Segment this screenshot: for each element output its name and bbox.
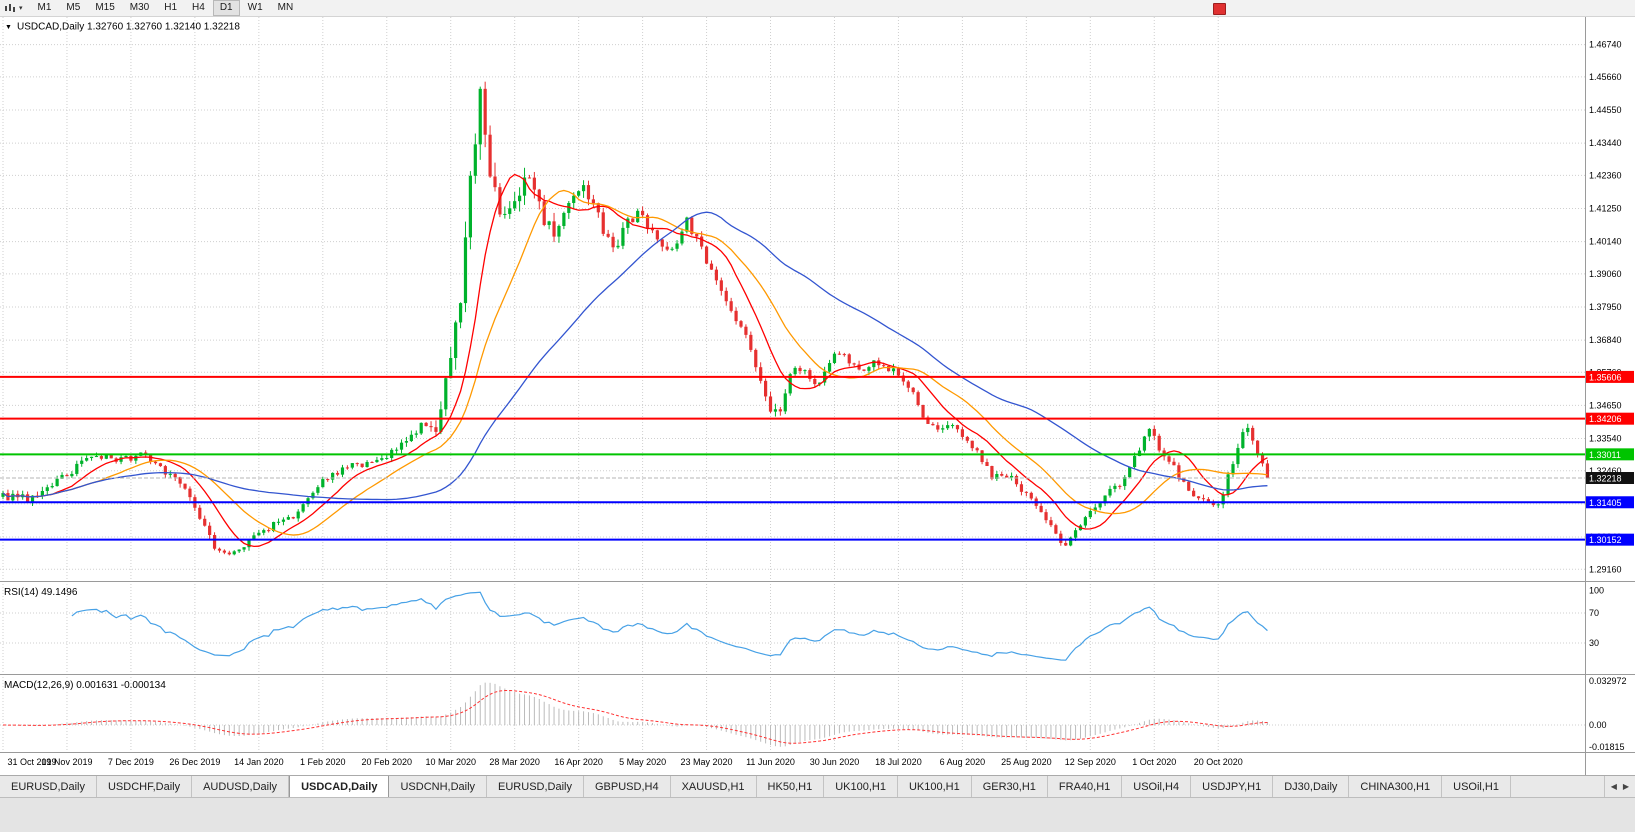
timeframe-button-m15[interactable]: M15 — [95, 2, 115, 13]
chart-tab-usdcnh-daily[interactable]: USDCNH,Daily — [389, 776, 488, 797]
svg-text:1.33540: 1.33540 — [1589, 434, 1622, 444]
chart-tab-eurusd-daily[interactable]: EURUSD,Daily — [487, 776, 584, 797]
svg-text:18 Jul 2020: 18 Jul 2020 — [875, 757, 922, 767]
svg-text:1.29160: 1.29160 — [1589, 564, 1622, 574]
svg-text:70: 70 — [1589, 608, 1599, 618]
macd-indicator-label: MACD(12,26,9) 0.001631 -0.000134 — [4, 680, 166, 691]
chart-tab-china300-h1[interactable]: CHINA300,H1 — [1349, 776, 1443, 797]
svg-text:31 Oct 2019: 31 Oct 2019 — [7, 757, 56, 767]
svg-text:5 May 2020: 5 May 2020 — [619, 757, 666, 767]
timeframe-button-group: M1 M5 M15 M30 H1 H4 D1 W1 MN — [31, 0, 301, 16]
timeframe-button-mn[interactable]: MN — [277, 2, 294, 13]
chart-tab-audusd-daily[interactable]: AUDUSD,Daily — [192, 776, 290, 797]
rsi-indicator-label: RSI(14) 49.1496 — [4, 587, 78, 598]
timeframe-button-h4[interactable]: H4 — [192, 2, 205, 13]
svg-text:1.39060: 1.39060 — [1589, 269, 1622, 279]
svg-text:1.44550: 1.44550 — [1589, 105, 1622, 115]
window-bottom-strip — [0, 797, 1635, 832]
svg-text:1.40140: 1.40140 — [1589, 237, 1622, 247]
svg-text:28 Mar 2020: 28 Mar 2020 — [489, 757, 540, 767]
svg-text:25 Aug 2020: 25 Aug 2020 — [1001, 757, 1052, 767]
timeframe-button-m1[interactable]: M1 — [37, 2, 52, 13]
chart-tab-fra40-h1[interactable]: FRA40,H1 — [1047, 776, 1123, 797]
svg-text:1.45660: 1.45660 — [1589, 72, 1622, 82]
svg-text:1.33011: 1.33011 — [1589, 450, 1621, 460]
timeframe-button-h1[interactable]: H1 — [164, 2, 178, 13]
svg-text:23 May 2020: 23 May 2020 — [681, 757, 733, 767]
chart-tab-xauusd-h1[interactable]: XAUUSD,H1 — [670, 776, 757, 797]
timeframe-button-w1[interactable]: W1 — [247, 2, 263, 13]
svg-text:100: 100 — [1589, 586, 1604, 596]
chart-tabs: EURUSD,Daily USDCHF,Daily AUDUSD,Daily USDC… — [0, 776, 1604, 797]
timeframe-button-m30[interactable]: M30 — [129, 2, 150, 13]
chart-tab-usdjpy-h1[interactable]: USDJPY,H1 — [1191, 776, 1274, 797]
svg-text:1.43440: 1.43440 — [1589, 138, 1622, 148]
svg-text:1.41250: 1.41250 — [1589, 203, 1622, 213]
svg-text:1.42360: 1.42360 — [1589, 170, 1622, 180]
svg-text:14 Jan 2020: 14 Jan 2020 — [234, 757, 284, 767]
svg-text:30 Jun 2020: 30 Jun 2020 — [810, 757, 860, 767]
svg-text:1.46740: 1.46740 — [1589, 40, 1622, 50]
chart-tab-uk100-h1[interactable]: UK100,H1 — [897, 776, 972, 797]
chart-tab-usoil-h1[interactable]: USOil,H1 — [1442, 776, 1511, 797]
svg-text:7 Dec 2019: 7 Dec 2019 — [108, 757, 154, 767]
svg-text:26 Dec 2019: 26 Dec 2019 — [169, 757, 220, 767]
chart-window: 31 Oct 2019 19 Nov 2019 7 Dec 2019 26 Dec 2… — [0, 17, 1635, 775]
svg-text:1.32218: 1.32218 — [1589, 474, 1622, 484]
svg-text:1.31405: 1.31405 — [1589, 498, 1622, 508]
svg-text:1 Feb 2020: 1 Feb 2020 — [300, 757, 346, 767]
svg-text:1.36840: 1.36840 — [1589, 335, 1622, 345]
svg-text:0.032972: 0.032972 — [1589, 676, 1627, 686]
svg-text:30: 30 — [1589, 638, 1599, 648]
svg-text:1.30152: 1.30152 — [1589, 535, 1622, 545]
tabs-scroll-right-button[interactable]: ▶ — [1622, 782, 1629, 791]
svg-text:16 Apr 2020: 16 Apr 2020 — [554, 757, 603, 767]
timeframe-button-m5[interactable]: M5 — [66, 2, 81, 13]
chart-type-icon[interactable] — [4, 3, 17, 14]
svg-text:1.34650: 1.34650 — [1589, 400, 1622, 410]
svg-text:0.00: 0.00 — [1589, 720, 1607, 730]
chart-collapse-icon[interactable]: ▼ — [5, 24, 12, 31]
timeframe-button-d1[interactable]: D1 — [212, 0, 240, 16]
chart-tab-uk100-h1[interactable]: UK100,H1 — [824, 776, 898, 797]
svg-text:1.32460: 1.32460 — [1589, 466, 1622, 476]
chart-title: USDCAD,Daily 1.32760 1.32760 1.32140 1.3… — [17, 22, 240, 33]
chart-tab-usdcad-daily[interactable]: USDCAD,Daily — [289, 776, 390, 797]
chart-tab-usdchf-daily[interactable]: USDCHF,Daily — [96, 776, 193, 797]
chart-tab-hk50-h1[interactable]: HK50,H1 — [756, 776, 825, 797]
top-toolbar: ▾ M1 M5 M15 M30 H1 H4 D1 W1 MN — [0, 0, 1635, 17]
svg-text:11 Jun 2020: 11 Jun 2020 — [746, 757, 795, 767]
chart-tab-bar: EURUSD,Daily USDCHF,Daily AUDUSD,Daily USDC… — [0, 775, 1635, 797]
chart-tab-gbpusd-h4[interactable]: GBPUSD,H4 — [584, 776, 671, 797]
svg-text:-0.01815: -0.01815 — [1589, 742, 1625, 752]
chart-tab-eurusd-daily[interactable]: EURUSD,Daily — [0, 776, 97, 797]
chart-type-dropdown-caret-icon[interactable]: ▾ — [19, 5, 23, 12]
record-red-icon[interactable] — [1213, 3, 1226, 15]
chart-tab-ger30-h1[interactable]: GER30,H1 — [971, 776, 1048, 797]
svg-text:1.35606: 1.35606 — [1589, 372, 1622, 382]
svg-text:1 Oct 2020: 1 Oct 2020 — [1132, 757, 1176, 767]
svg-text:20 Oct 2020: 20 Oct 2020 — [1194, 757, 1243, 767]
svg-text:20 Feb 2020: 20 Feb 2020 — [361, 757, 412, 767]
svg-text:10 Mar 2020: 10 Mar 2020 — [425, 757, 476, 767]
svg-text:6 Aug 2020: 6 Aug 2020 — [940, 757, 986, 767]
svg-text:19 Nov 2019: 19 Nov 2019 — [41, 757, 92, 767]
chart-tab-dj30-daily[interactable]: DJ30,Daily — [1273, 776, 1350, 797]
svg-text:1.37950: 1.37950 — [1589, 302, 1622, 312]
tab-scroll-controls: ◀ ▶ — [1603, 776, 1635, 797]
chart-tab-usoil-h4[interactable]: USOil,H4 — [1122, 776, 1192, 797]
svg-text:1.34206: 1.34206 — [1589, 414, 1622, 424]
svg-text:12 Sep 2020: 12 Sep 2020 — [1065, 757, 1116, 767]
tabs-scroll-left-button[interactable]: ◀ — [1610, 782, 1617, 791]
